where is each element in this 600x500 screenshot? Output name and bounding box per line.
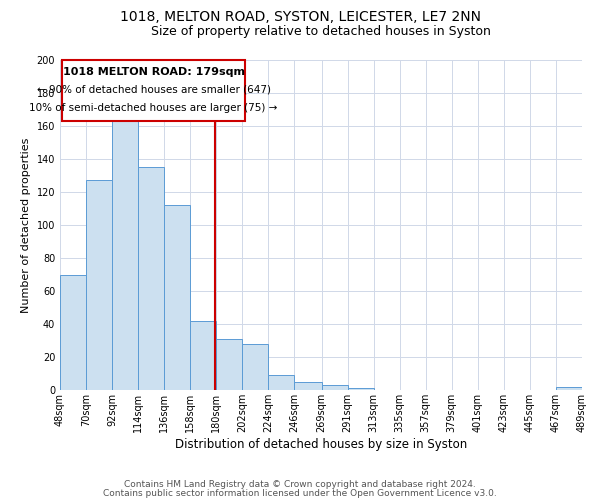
Text: Contains HM Land Registry data © Crown copyright and database right 2024.: Contains HM Land Registry data © Crown c… — [124, 480, 476, 489]
Bar — [295, 382, 322, 390]
Bar — [347, 388, 374, 390]
Text: ← 90% of detached houses are smaller (647): ← 90% of detached houses are smaller (64… — [37, 84, 271, 94]
Bar — [86, 180, 112, 390]
FancyBboxPatch shape — [62, 60, 245, 121]
Bar — [216, 339, 242, 390]
Bar — [242, 344, 268, 390]
Bar — [322, 385, 347, 390]
Text: 1018 MELTON ROAD: 179sqm: 1018 MELTON ROAD: 179sqm — [62, 67, 245, 77]
Text: 1018, MELTON ROAD, SYSTON, LEICESTER, LE7 2NN: 1018, MELTON ROAD, SYSTON, LEICESTER, LE… — [119, 10, 481, 24]
Bar — [164, 205, 190, 390]
Y-axis label: Number of detached properties: Number of detached properties — [21, 138, 31, 312]
Bar — [138, 167, 164, 390]
Text: 10% of semi-detached houses are larger (75) →: 10% of semi-detached houses are larger (… — [29, 102, 278, 113]
X-axis label: Distribution of detached houses by size in Syston: Distribution of detached houses by size … — [175, 438, 467, 450]
Bar — [190, 320, 216, 390]
Bar — [60, 274, 86, 390]
Title: Size of property relative to detached houses in Syston: Size of property relative to detached ho… — [151, 25, 491, 38]
Bar — [112, 121, 138, 390]
Bar — [268, 375, 295, 390]
Bar — [556, 386, 582, 390]
Text: Contains public sector information licensed under the Open Government Licence v3: Contains public sector information licen… — [103, 489, 497, 498]
